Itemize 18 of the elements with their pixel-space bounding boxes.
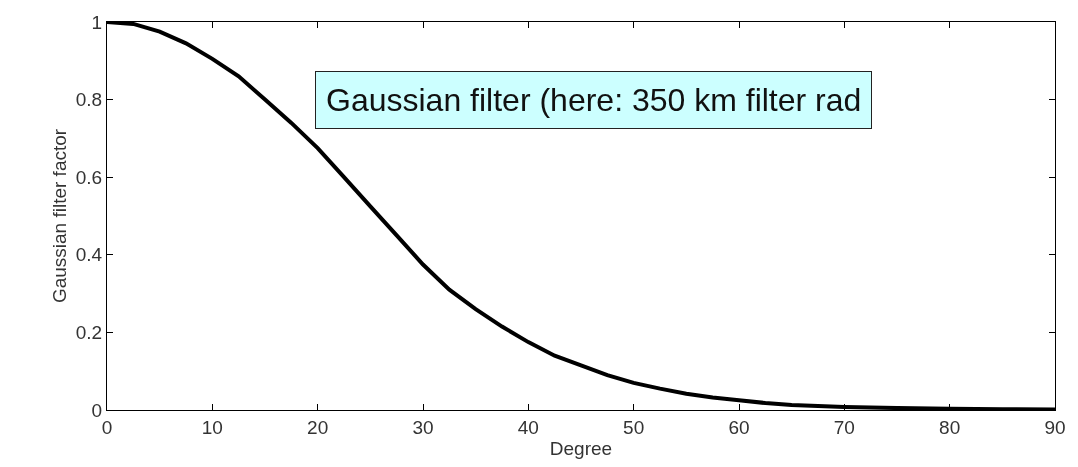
x-axis-title: Degree <box>549 437 613 459</box>
y-tick-label: 0.8 <box>75 89 103 111</box>
annotation: Gaussian filter (here: 350 km filter rad <box>326 82 862 118</box>
x-tick-label: 50 <box>623 416 645 438</box>
y-tick-label: 0 <box>91 399 103 421</box>
x-tick-label: 20 <box>307 416 329 438</box>
x-tick-label: 70 <box>833 416 855 438</box>
x-tick-label: 60 <box>728 416 750 438</box>
y-tick-label: 0.6 <box>75 166 103 188</box>
y-tick-label: 0.4 <box>75 244 103 266</box>
x-tick-label: 90 <box>1044 416 1066 438</box>
x-tick-label: 10 <box>201 416 223 438</box>
x-tick-label: 40 <box>517 416 539 438</box>
y-axis-title: Gaussian filter factor <box>48 128 70 304</box>
x-tick-label: 30 <box>412 416 434 438</box>
y-tick-label: 0.2 <box>75 322 103 344</box>
y-tick-label: 1 <box>91 11 103 33</box>
x-tick-label: 80 <box>939 416 961 438</box>
